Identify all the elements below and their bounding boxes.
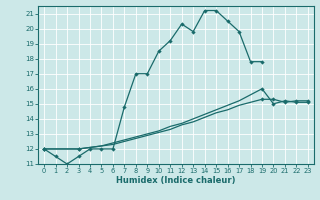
X-axis label: Humidex (Indice chaleur): Humidex (Indice chaleur) [116,176,236,185]
